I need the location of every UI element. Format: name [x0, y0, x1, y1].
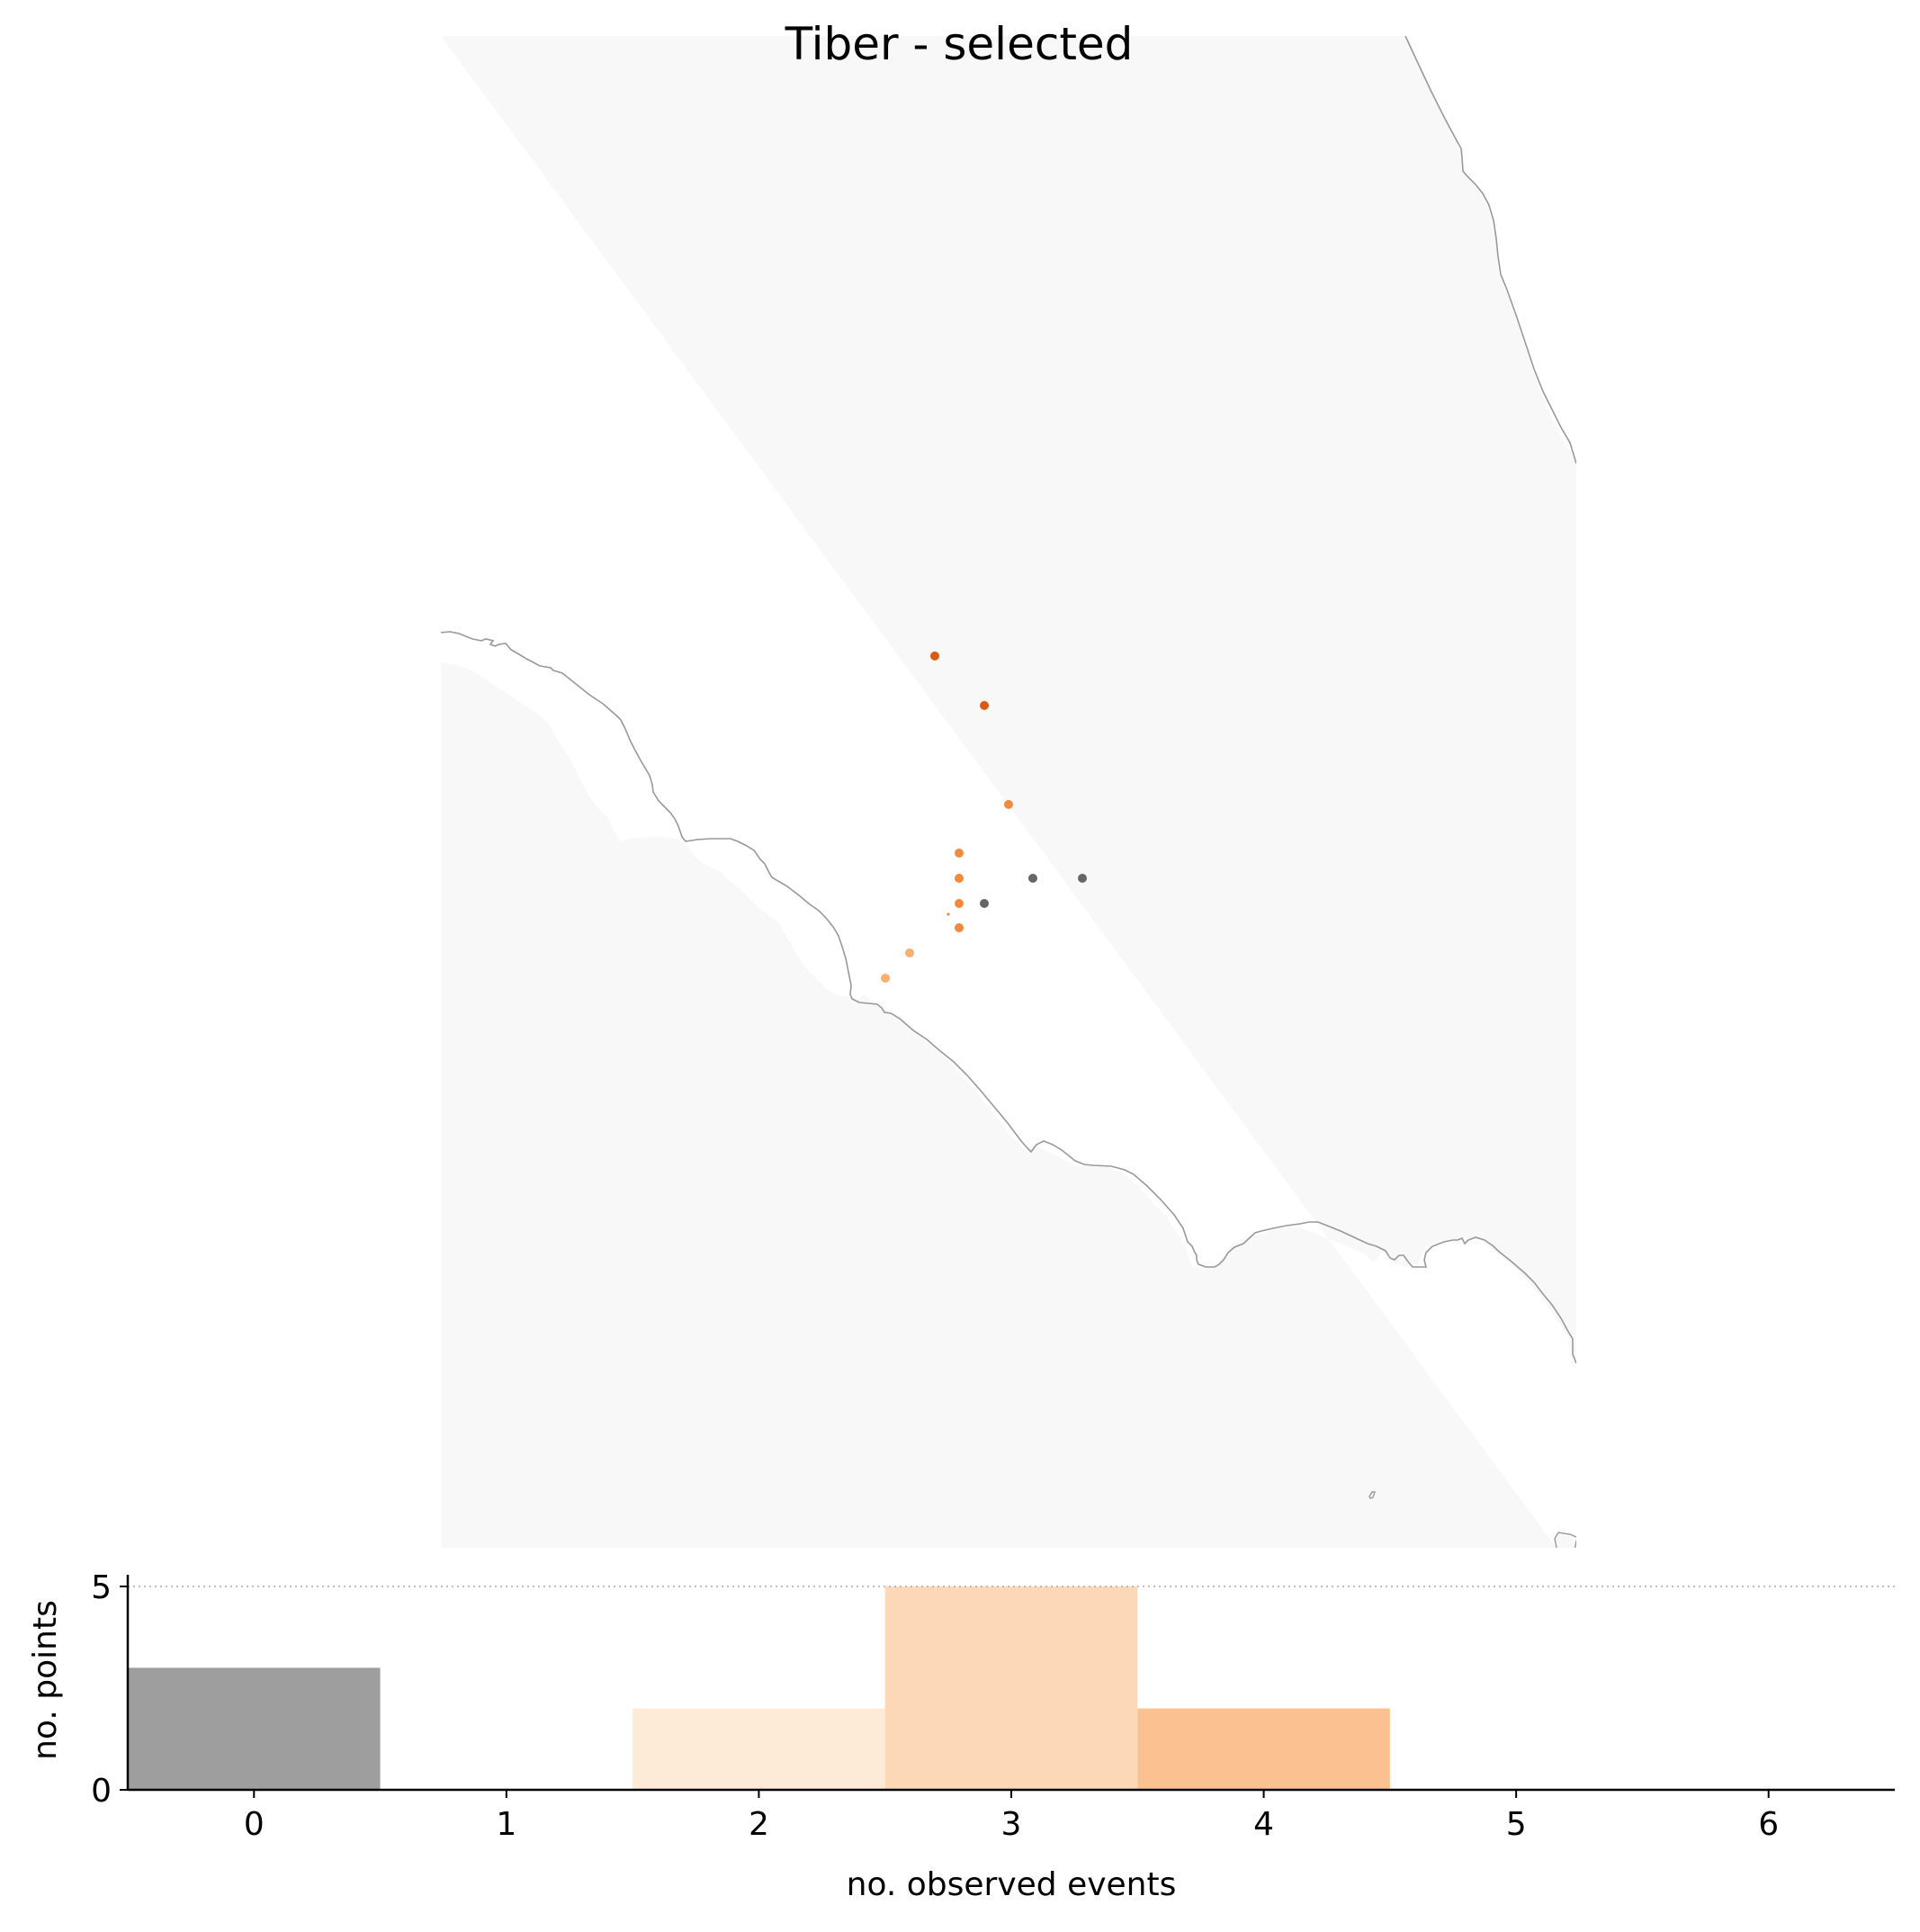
y-axis-label: no. points — [27, 1600, 64, 1760]
histogram-bar — [633, 1708, 885, 1790]
x-axis-label: no. observed events — [847, 1866, 1177, 1903]
y-ticks: 05 — [91, 1569, 128, 1810]
map-point — [955, 849, 964, 858]
y-tick-label: 0 — [91, 1773, 112, 1810]
map-point — [955, 923, 964, 932]
map-panel — [441, 36, 1576, 1548]
y-tick-label: 5 — [91, 1569, 112, 1606]
x-ticks: 0 1 2 3 4 5 6 — [244, 1790, 1779, 1843]
map-point — [955, 874, 964, 883]
island — [1368, 1491, 1376, 1499]
map-point — [980, 701, 989, 710]
histogram-bars — [128, 1586, 1390, 1790]
coastline-east — [1404, 36, 1576, 464]
x-tick-label: 4 — [1253, 1806, 1274, 1843]
x-tick-label: 5 — [1506, 1806, 1527, 1843]
map-point — [881, 974, 890, 983]
page-title: Tiber - selected — [785, 18, 1134, 70]
map-point — [955, 899, 964, 908]
map-point — [980, 899, 989, 908]
x-tick-label: 6 — [1758, 1806, 1779, 1843]
histogram-bar — [128, 1667, 381, 1790]
histogram-bar — [1137, 1708, 1390, 1790]
coastline-west — [441, 631, 1576, 1364]
map-point — [930, 651, 939, 660]
histogram-bar — [884, 1586, 1138, 1790]
x-tick-label: 3 — [1001, 1806, 1022, 1843]
x-tick-label: 2 — [749, 1806, 769, 1843]
x-tick-label: 0 — [244, 1806, 265, 1843]
map-point — [947, 912, 950, 916]
land-area — [441, 36, 1576, 1548]
island — [1554, 1532, 1576, 1548]
map-points — [881, 651, 1087, 983]
map-point — [1004, 800, 1013, 809]
map-point — [905, 948, 914, 957]
map-point — [1078, 874, 1087, 883]
x-tick-label: 1 — [496, 1806, 516, 1843]
map-point — [1028, 874, 1037, 883]
